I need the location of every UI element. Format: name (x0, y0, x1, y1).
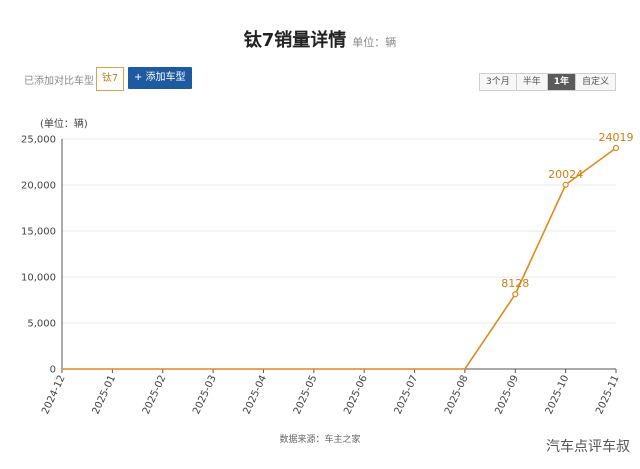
data-labels: 8128 20024 24019 (501, 131, 633, 290)
time-range-selector: 3个月 半年 1年 自定义 (478, 73, 616, 91)
x-tick-label: 2025-09 (493, 374, 521, 417)
data-point (612, 144, 620, 152)
range-3-months-button[interactable]: 3个月 (479, 74, 517, 90)
x-tick-label: 2025-03 (191, 374, 219, 417)
x-tick-labels: 2024-12 2025-01 2025-02 2025-03 2025-04 2025-… (40, 374, 622, 417)
y-tick-label: 15,000 (21, 227, 56, 238)
series-line (62, 147, 617, 370)
x-tick-label: 2025-02 (141, 374, 169, 417)
y-axis-label: (单位：辆) (40, 117, 88, 130)
x-tick-label: 2025-10 (544, 374, 572, 417)
y-tick-label: 5,000 (27, 319, 56, 330)
x-tick-label: 2025-04 (242, 374, 270, 417)
data-point (562, 181, 569, 188)
y-tick-label: 0 (50, 365, 56, 376)
title-row: 钛7销量详情 单位：辆 (0, 26, 640, 52)
range-1-year-button[interactable]: 1年 (547, 74, 576, 90)
add-model-button[interactable]: + 添加车型 (128, 67, 192, 89)
data-label: 24019 (599, 131, 634, 144)
x-tick-label: 2025-01 (90, 374, 118, 417)
grid-lines (62, 138, 616, 324)
title-unit: 单位：辆 (352, 36, 397, 49)
compare-label: 已添加对比车型： (24, 76, 104, 87)
x-tick-label: 2025-06 (342, 374, 370, 417)
data-label: 8128 (501, 277, 529, 290)
sales-line (62, 147, 617, 370)
x-tick-label: 2025-07 (393, 374, 421, 417)
y-tick-label: 25,000 (21, 135, 56, 146)
y-tick-label: 10,000 (21, 273, 56, 284)
data-points (512, 144, 620, 298)
x-tick-label: 2024-12 (40, 374, 68, 417)
x-tick-label: 2025-11 (594, 374, 622, 417)
x-tick-label: 2025-08 (443, 374, 471, 417)
watermark-text: 汽车点评车叔 (546, 439, 630, 455)
x-tick-label: 2025-05 (292, 374, 320, 417)
data-label: 20024 (548, 168, 583, 181)
data-point (512, 291, 519, 298)
model-tag-ti7[interactable]: 钛7 (96, 67, 124, 91)
y-tick-labels: 0 5,000 10,000 15,000 20,000 25,000 (21, 135, 56, 376)
page-title: 钛7销量详情 (243, 30, 347, 51)
y-tick-label: 20,000 (21, 181, 56, 192)
data-source: 数据来源：车主之家 (279, 435, 361, 445)
range-custom-button[interactable]: 自定义 (575, 74, 615, 90)
range-half-year-button[interactable]: 半年 (516, 74, 548, 90)
